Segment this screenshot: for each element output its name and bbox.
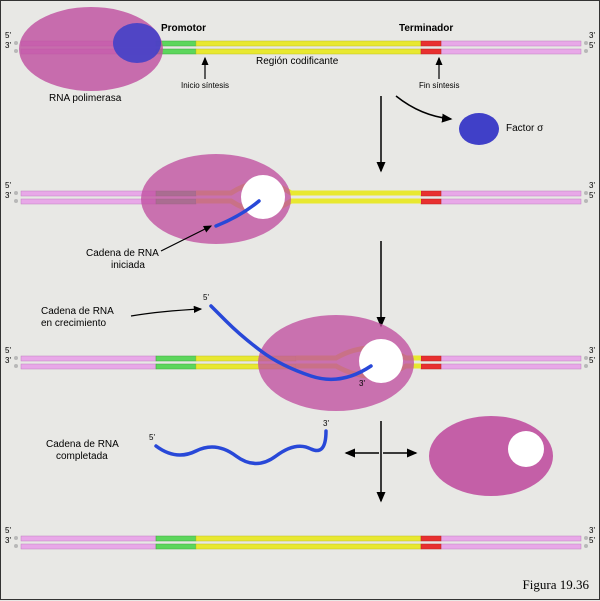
s4-r-5: 5': [589, 536, 595, 545]
rna-completed: [156, 431, 326, 464]
s1-r-5: 5': [589, 41, 595, 50]
promotor-label: Promotor: [161, 23, 206, 34]
sigma-on-polymerase: [113, 23, 161, 63]
s1-l-3: 3': [5, 41, 11, 50]
polymerase-released: [429, 416, 553, 496]
sigma-label: Factor σ: [506, 123, 543, 134]
completada-1: Cadena de RNA: [46, 439, 119, 450]
terminador-label: Terminador: [399, 23, 453, 34]
rna4-5: 5': [149, 433, 155, 442]
s4-r-3: 3': [589, 526, 595, 535]
stage-1: [14, 7, 588, 91]
rna4-3: 3': [323, 419, 329, 428]
dna-strand-4: [14, 536, 588, 549]
s3-l-3: 3': [5, 356, 11, 365]
s4-l-5: 5': [5, 526, 11, 535]
stage-2: [14, 154, 588, 244]
transcription-bubble-3: [359, 339, 403, 383]
region-label: Región codificante: [256, 56, 338, 67]
s4-l-3: 3': [5, 536, 11, 545]
rna3-5: 5': [203, 293, 209, 302]
transcription-bubble-2: [241, 175, 285, 219]
s2-l-3: 3': [5, 191, 11, 200]
s3-l-5: 5': [5, 346, 11, 355]
s1-l-5: 5': [5, 31, 11, 40]
completada-2: completada: [56, 451, 108, 462]
s1-r-3: 3': [589, 31, 595, 40]
polymerase-label: RNA polimerasa: [49, 93, 121, 104]
fin-label: Fin síntesis: [419, 81, 459, 90]
crecimiento-2: en crecimiento: [41, 318, 106, 329]
stage-4: [14, 536, 588, 549]
iniciada-1: Cadena de RNA: [86, 248, 159, 259]
s3-r-5: 5': [589, 356, 595, 365]
crecimiento-1: Cadena de RNA: [41, 306, 114, 317]
iniciada-2: iniciada: [111, 260, 145, 271]
dna-strand-2: [14, 183, 588, 211]
s3-r-3: 3': [589, 346, 595, 355]
rna3-3: 3': [359, 379, 365, 388]
s2-l-5: 5': [5, 181, 11, 190]
sigma-release-arrow: [396, 96, 451, 119]
s2-r-5: 5': [589, 191, 595, 200]
inicio-label: Inicio síntesis: [181, 81, 229, 90]
sigma-released: [459, 113, 499, 145]
figure-title: Figura 19.36: [523, 577, 589, 593]
s2-r-3: 3': [589, 181, 595, 190]
crecimiento-pointer: [131, 309, 201, 316]
